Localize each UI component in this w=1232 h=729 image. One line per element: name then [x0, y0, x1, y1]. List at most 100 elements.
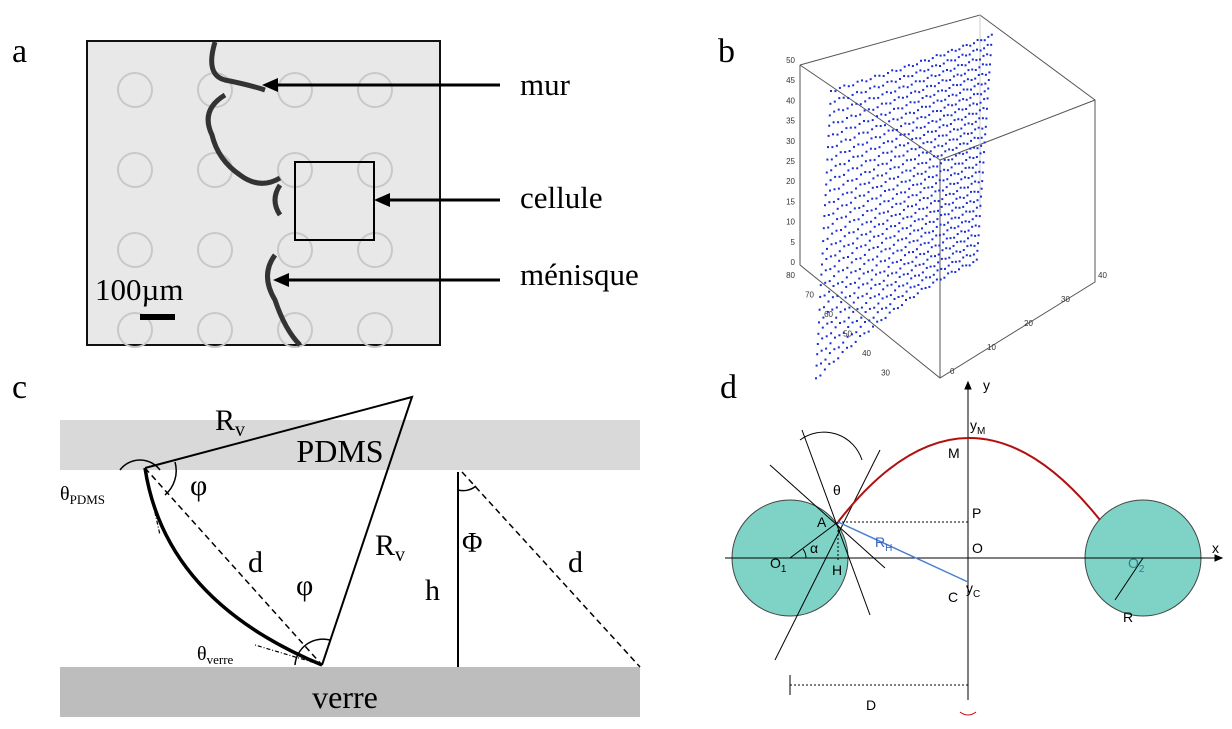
- point: [859, 257, 862, 260]
- point: [953, 119, 956, 122]
- point: [860, 233, 863, 236]
- point: [891, 261, 894, 264]
- point: [927, 241, 930, 244]
- point: [981, 117, 984, 120]
- point: [832, 360, 835, 363]
- point: [943, 276, 946, 279]
- point: [935, 278, 938, 281]
- point: [904, 112, 907, 115]
- point: [903, 133, 906, 136]
- point: [843, 235, 846, 238]
- point: [985, 63, 988, 66]
- point: [837, 198, 840, 201]
- point: [960, 178, 963, 181]
- point: [927, 175, 930, 178]
- point: [959, 91, 962, 94]
- point: [958, 48, 961, 51]
- point: [829, 342, 832, 345]
- point: [830, 243, 833, 246]
- point: [946, 59, 949, 62]
- point: [957, 172, 960, 175]
- point: [856, 80, 859, 83]
- point: [888, 120, 891, 123]
- point: [939, 65, 941, 67]
- point: [961, 162, 964, 165]
- point: [848, 159, 850, 162]
- z-tick-label: 20: [786, 177, 795, 186]
- point: [821, 326, 824, 329]
- point: [901, 171, 904, 174]
- point: [828, 290, 831, 293]
- point: [835, 306, 838, 309]
- point: [971, 123, 974, 126]
- point: [905, 169, 908, 172]
- point: [959, 240, 962, 243]
- point: [944, 150, 947, 153]
- point: [936, 155, 939, 158]
- point: [956, 138, 959, 141]
- meniscus: [205, 41, 302, 347]
- point: [882, 211, 885, 214]
- point: [853, 292, 856, 295]
- arc-end: [959, 711, 977, 716]
- point: [847, 316, 850, 319]
- z-tick-label: 15: [786, 197, 795, 206]
- pillar: [117, 312, 153, 348]
- point: [908, 251, 910, 254]
- point: [838, 175, 841, 178]
- pdms-layer: [60, 420, 640, 470]
- point: [954, 111, 957, 114]
- point: [868, 97, 871, 100]
- point: [970, 79, 973, 81]
- point: [968, 220, 971, 223]
- point: [840, 301, 843, 304]
- point: [930, 246, 933, 249]
- point: [926, 206, 929, 209]
- point: [821, 252, 824, 255]
- point: [923, 252, 926, 255]
- point: [943, 168, 946, 171]
- point: [936, 165, 939, 168]
- point: [950, 114, 953, 117]
- point: [846, 335, 849, 338]
- label: d: [568, 546, 583, 579]
- point: [969, 254, 972, 257]
- point: [964, 230, 966, 233]
- point: [975, 156, 978, 158]
- point: [919, 191, 922, 194]
- point: [965, 98, 968, 101]
- point: [894, 90, 897, 93]
- point: [981, 171, 984, 174]
- point: [918, 274, 920, 277]
- point: [951, 261, 954, 263]
- point: [899, 133, 902, 136]
- point: [951, 201, 954, 204]
- point: [837, 346, 840, 349]
- point: [972, 157, 975, 159]
- point: [976, 48, 978, 51]
- point: [903, 65, 906, 68]
- point: [828, 352, 831, 355]
- x-tick-label: 60: [824, 310, 833, 319]
- label: Rv: [375, 529, 405, 566]
- point: [940, 100, 943, 103]
- point: [953, 67, 956, 70]
- point: [963, 132, 966, 135]
- point: [869, 147, 872, 150]
- point: [926, 140, 929, 143]
- point: [960, 64, 963, 66]
- point: [947, 158, 950, 161]
- point: [871, 197, 874, 200]
- point: [858, 277, 861, 280]
- point: [909, 286, 912, 289]
- point: [970, 182, 973, 185]
- point: [962, 205, 965, 208]
- point: [849, 138, 852, 141]
- point: [965, 159, 968, 161]
- point: [970, 234, 973, 237]
- point: [969, 244, 972, 247]
- point: [863, 332, 866, 335]
- point: [867, 259, 870, 262]
- point: [901, 107, 904, 110]
- point: [958, 206, 961, 209]
